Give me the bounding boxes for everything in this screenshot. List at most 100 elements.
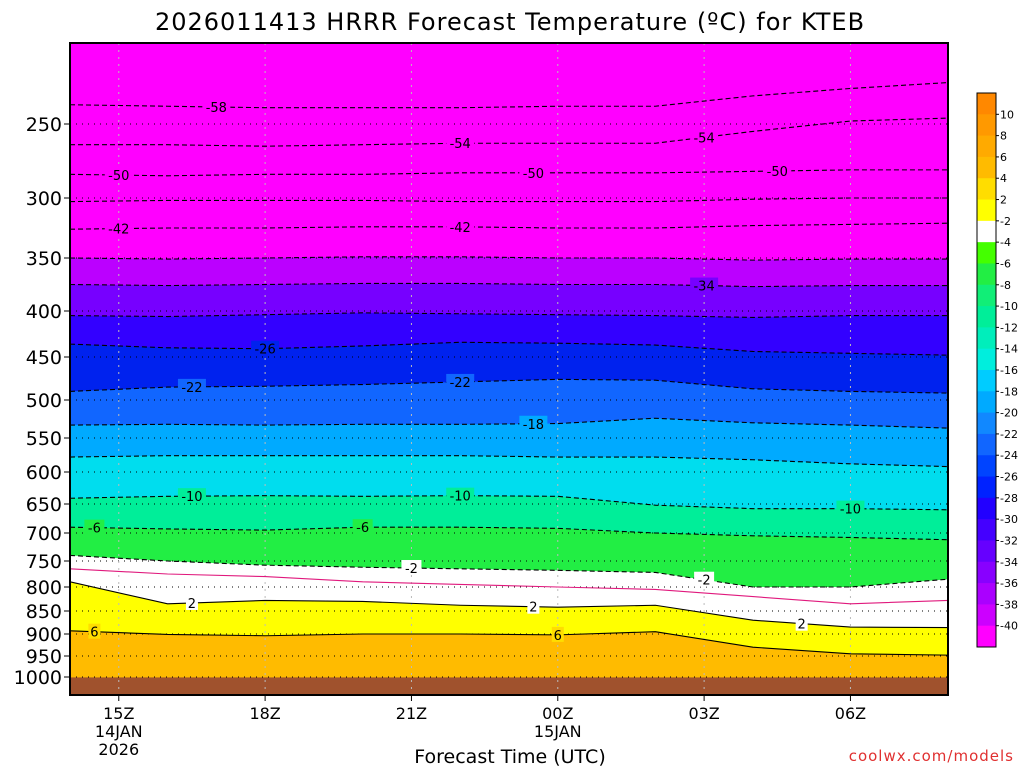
colorbar-label: 6 <box>1000 151 1007 164</box>
contour-label: -2 <box>698 574 711 589</box>
contour-label-bg <box>446 218 475 234</box>
isotherm--34 <box>70 282 948 288</box>
contour-label-bg <box>177 378 206 394</box>
colorbar-swatch <box>977 476 996 499</box>
y-tick-label: 350 <box>26 248 62 270</box>
contour-label-bg <box>690 129 719 145</box>
colorbar: 10 8 6 4 2 -2 -4 -6 -8 -10 -12 -14 -16 -18 -20 -22 -24 -2… <box>976 92 1018 648</box>
contour-label-bg <box>519 415 548 431</box>
colorbar-label: -28 <box>1000 492 1018 505</box>
colorbar-label: -32 <box>1000 534 1018 547</box>
colorbar-swatch <box>977 540 996 563</box>
ground-terrain <box>70 677 948 695</box>
contour-label: -22 <box>450 376 471 391</box>
colorbar-swatch <box>977 242 996 264</box>
contour-label-bg <box>185 594 198 610</box>
contour-label-bg <box>690 277 719 293</box>
colorbar-swatch <box>977 199 996 222</box>
y-tick-label: 250 <box>26 114 62 136</box>
contour-label-bg <box>527 598 540 614</box>
contour-label: -54 <box>450 137 471 152</box>
contour-label: -42 <box>450 221 471 236</box>
x-axis-label: Forecast Time (UTC) <box>414 746 605 768</box>
colorbar-swatch <box>977 93 996 115</box>
colorbar-swatch <box>977 561 996 584</box>
contour-label-bg <box>88 623 101 639</box>
freezing-line <box>70 568 948 605</box>
contour-label-bg <box>763 162 792 178</box>
colorbar-label: -14 <box>1000 343 1018 356</box>
y-tick-label: 400 <box>26 301 62 323</box>
colorbar-label: -16 <box>1000 364 1018 377</box>
contour-label: 6 <box>90 626 98 641</box>
colorbar-swatch <box>977 178 996 201</box>
contour-label-bg <box>446 487 475 503</box>
isotherm--46 <box>70 197 948 203</box>
isotherm--50 <box>70 169 948 177</box>
colorbar-swatch <box>977 391 996 414</box>
colorbar-swatch <box>977 114 996 137</box>
y-tick-label: 750 <box>26 551 62 573</box>
contour-label: -10 <box>840 503 861 518</box>
isotherm--18 <box>70 417 948 429</box>
colorbar-swatch <box>977 625 996 648</box>
contour-label: -54 <box>693 131 714 146</box>
colorbar-label: -8 <box>1000 279 1011 292</box>
contour-label-bg <box>551 626 564 642</box>
contour-label: 2 <box>188 597 196 612</box>
isotherm--6 <box>70 526 948 541</box>
contour-label-bg <box>446 135 475 151</box>
credit-link[interactable]: coolwx.com/models <box>849 747 1014 765</box>
contour-label: -58 <box>206 101 227 116</box>
colorbar-swatch <box>977 519 996 541</box>
contour-label: -34 <box>693 280 714 295</box>
y-tick-label: 550 <box>26 428 62 450</box>
colorbar-label: -24 <box>1000 449 1018 462</box>
colorbar-swatch <box>977 370 996 392</box>
isotherm--54 <box>70 117 948 147</box>
contour-label-bg <box>251 340 280 356</box>
contour-label: 2 <box>529 601 537 616</box>
colorbar-label: -36 <box>1000 577 1018 590</box>
colorbar-label: 2 <box>1000 194 1007 207</box>
contour-label: -42 <box>108 223 129 238</box>
contour-label: -50 <box>767 165 788 180</box>
contour-label: -22 <box>181 381 202 396</box>
contour-label-bg <box>84 519 105 535</box>
contour-label-bg <box>519 164 548 180</box>
x-tick-sublabel: 15JAN <box>534 722 582 741</box>
colorbar-label: -4 <box>1000 236 1011 249</box>
y-tick-label: 1000 <box>14 667 62 689</box>
isotherm-lines: -58-54 -54-50 -50 -50-42 -42-34-26-22 -22-18-… <box>70 82 948 656</box>
colorbar-label: -30 <box>1000 513 1018 526</box>
x-tick-sublabel: 2026 <box>98 740 139 759</box>
contour-label-bg <box>694 571 715 587</box>
colorbar-label: -20 <box>1000 407 1018 420</box>
contour-label: -26 <box>254 343 275 358</box>
y-tick-label: 900 <box>26 624 62 646</box>
colorbar-swatch <box>977 156 996 179</box>
x-tick-sublabel: 14JAN <box>95 722 143 741</box>
y-tick-label: 450 <box>26 347 62 369</box>
colorbar-label: 10 <box>1000 108 1014 121</box>
colorbar-swatch <box>977 348 996 371</box>
contour-label: -50 <box>108 169 129 184</box>
isotherm--26 <box>70 341 948 356</box>
colorbar-swatch <box>977 604 996 627</box>
colorbar-swatch <box>977 497 996 520</box>
contour-label: -10 <box>181 490 202 505</box>
contour-label-bg <box>836 500 865 516</box>
contour-label-bg <box>352 519 373 535</box>
colorbar-swatch <box>977 455 996 478</box>
plot-area: -58-54 -54-50 -50 -50-42 -42-34-26-22 -22-18-… <box>69 42 949 696</box>
isotherm--42 <box>70 222 948 230</box>
contour-label-bg <box>795 615 808 631</box>
contour-label: -6 <box>88 522 101 537</box>
colorbar-label: -6 <box>1000 257 1011 270</box>
colorbar-swatch <box>977 306 996 328</box>
colorbar-label: 4 <box>1000 172 1007 185</box>
isotherm--22 <box>70 378 948 394</box>
colorbar-swatch <box>977 583 996 605</box>
